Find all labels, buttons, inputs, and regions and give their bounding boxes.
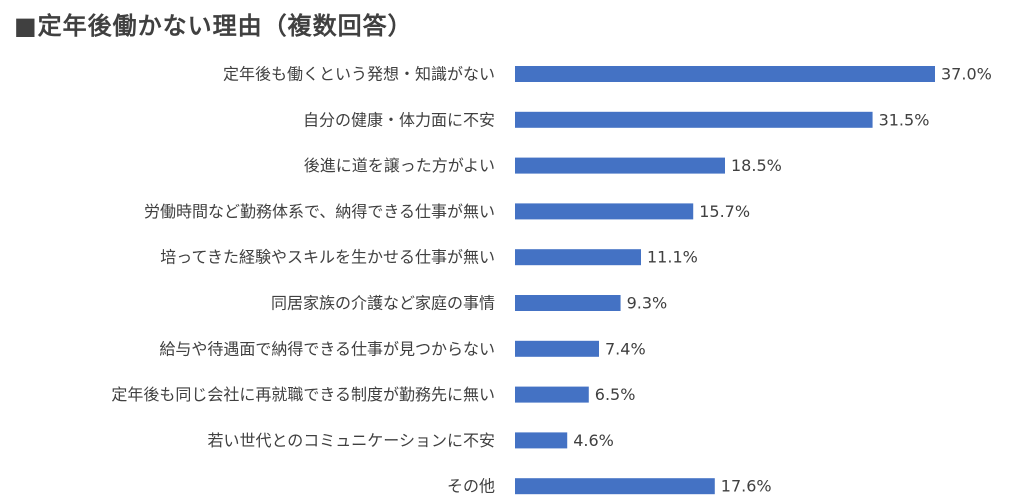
bar: [515, 111, 873, 128]
category-label: 労働時間など勤務体系で、納得できる仕事が無い: [144, 202, 495, 221]
category-label: 定年後も同じ会社に再就職できる制度が勤務先に無い: [111, 385, 495, 404]
value-label: 17.6%: [721, 477, 772, 496]
category-label: 給与や待遇面で納得できる仕事が見つからない: [159, 339, 495, 358]
value-label: 6.5%: [595, 385, 636, 404]
category-label: 自分の健康・体力面に不安: [303, 110, 495, 129]
bar: [515, 66, 935, 82]
category-label: 同居家族の介護など家庭の事情: [271, 294, 495, 313]
value-label: 18.5%: [731, 156, 782, 175]
category-label: 後進に道を譲った方がよい: [304, 156, 495, 175]
bar: [515, 295, 621, 311]
bar: [515, 203, 694, 220]
bar: [515, 249, 641, 266]
category-label: 若い世代とのコミュニケーションに不安: [207, 431, 495, 450]
bar: [515, 386, 589, 403]
bar: [515, 157, 725, 174]
bar: [515, 432, 568, 449]
bars-layer: 定年後も働くという発想・知識がない 37.0% 自分の健康・体力面に不安 31.5% 後…: [111, 65, 992, 496]
value-label: 31.5%: [879, 110, 930, 129]
value-label: 15.7%: [699, 202, 750, 221]
chart-title: ■定年後働かない理由（複数回答）: [14, 12, 413, 40]
value-label: 9.3%: [627, 294, 668, 313]
category-label: その他: [447, 477, 495, 496]
category-label: 定年後も働くという発想・知識がない: [223, 65, 495, 84]
bar: [515, 478, 715, 495]
category-label: 培ってきた経験やスキルを生かせる仕事が無い: [160, 248, 495, 267]
value-label: 4.6%: [573, 431, 614, 450]
value-label: 11.1%: [647, 248, 698, 267]
value-label: 7.4%: [605, 339, 646, 358]
bar: [515, 340, 599, 357]
value-label: 37.0%: [941, 65, 992, 84]
